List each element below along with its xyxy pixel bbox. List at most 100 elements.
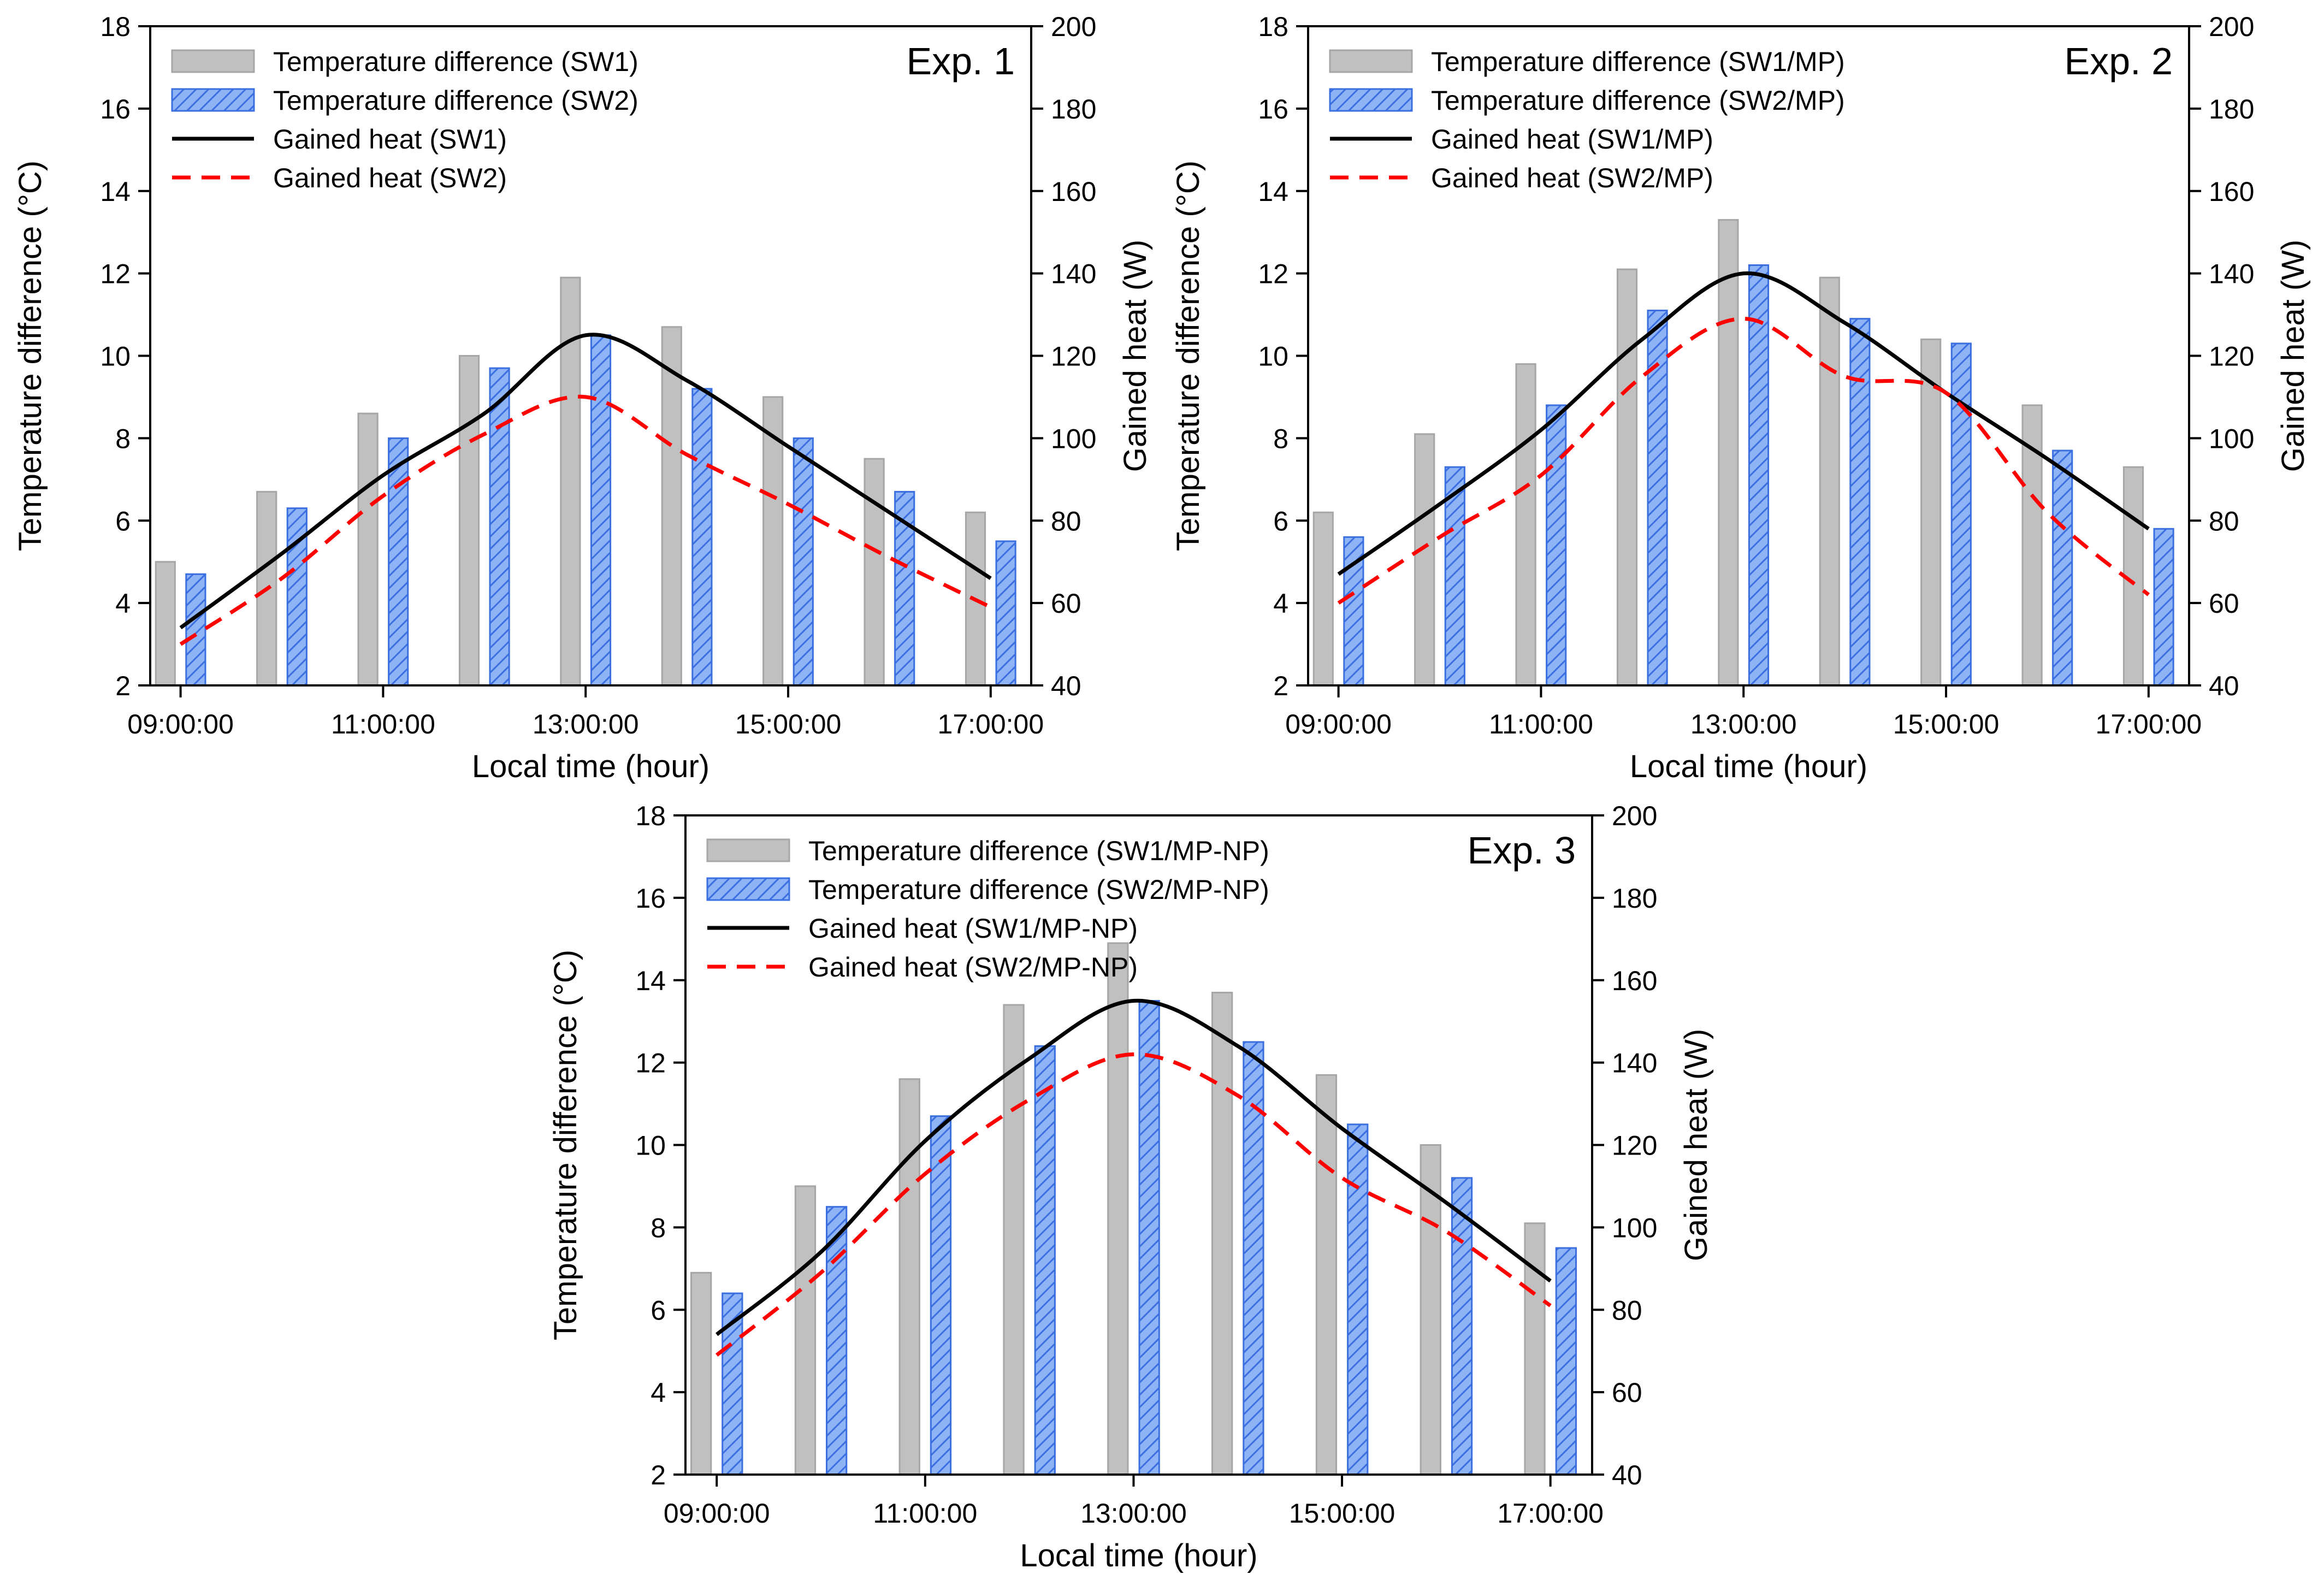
- bar-gray-exp2-4: [1718, 219, 1739, 686]
- x-tick-label: 17:00:00: [938, 709, 1044, 739]
- y2-tick-label: 100: [1051, 423, 1096, 454]
- bar-blue-exp3-1: [826, 1206, 848, 1476]
- y2-tick-label: 40: [2209, 671, 2239, 701]
- legend-swatch-blue: [171, 88, 255, 112]
- y-axis-title: Temperature difference (°C): [548, 950, 583, 1340]
- bar-blue-exp1-0: [185, 573, 206, 686]
- y-tick-label: 10: [635, 1131, 666, 1161]
- chart-exp2: 2 4 6 8 10 12 14 16 18 40 60 80 100 120 140 160 180 200 09…: [1170, 11, 2311, 784]
- y2-tick-label: 160: [1612, 966, 1657, 996]
- x-tick-label: 13:00:00: [1690, 709, 1797, 739]
- y2-tick-label: 200: [1051, 11, 1096, 42]
- line-dashed-exp3: [715, 1052, 1552, 1357]
- bar-blue-exp1-8: [995, 540, 1016, 686]
- chart-exp3: 2 4 6 8 10 12 14 16 18 40 60 80 100 120 140 160 180 200 09…: [548, 801, 1714, 1573]
- experiment-label: Exp. 1: [907, 40, 1015, 82]
- y-tick-label: 8: [115, 423, 131, 454]
- y-tick-label: 8: [651, 1212, 666, 1243]
- x-tick-label: 13:00:00: [533, 709, 639, 739]
- x-tick-label: 15:00:00: [1893, 709, 2000, 739]
- chart-exp1: 2 4 6 8 10 12 14 16 18 40 60 80 100 120 140 160 180 200 09…: [13, 11, 1153, 784]
- x-tick-label: 15:00:00: [735, 709, 842, 739]
- legend-label: Gained heat (SW2/MP-NP): [808, 952, 1138, 983]
- y2-tick-label: 80: [1612, 1295, 1642, 1325]
- bar-blue-exp3-6: [1347, 1123, 1369, 1476]
- bar-gray-exp3-3: [1003, 1004, 1025, 1476]
- legend-label: Temperature difference (SW2): [273, 85, 638, 116]
- legend-swatch-blue: [1329, 88, 1413, 112]
- y-tick-label: 18: [1258, 11, 1288, 42]
- bar-gray-exp2-0: [1312, 511, 1334, 686]
- y2-tick-label: 180: [2209, 94, 2254, 125]
- legend-swatch-gray: [1329, 49, 1413, 73]
- bar-gray-exp1-3: [458, 355, 480, 686]
- bar-gray-exp3-1: [794, 1185, 817, 1476]
- y2-tick-label: 100: [2209, 423, 2254, 454]
- y-tick-label: 12: [1258, 259, 1288, 289]
- legend-label: Temperature difference (SW2/MP): [1431, 85, 1845, 116]
- x-axis-title: Local time (hour): [1630, 749, 1867, 784]
- y-tick-label: 6: [115, 506, 131, 536]
- y-axis-title: Temperature difference (°C): [1170, 161, 1206, 551]
- x-tick-label: 11:00:00: [873, 1498, 977, 1529]
- y2-tick-label: 120: [1051, 341, 1096, 372]
- line-dashed-exp2: [1337, 317, 2150, 605]
- bar-gray-exp3-8: [1524, 1222, 1546, 1476]
- bar-blue-exp2-3: [1647, 310, 1668, 686]
- y-tick-label: 16: [1258, 94, 1288, 125]
- bar-blue-exp3-2: [930, 1115, 952, 1476]
- bar-blue-exp3-5: [1243, 1041, 1264, 1476]
- y2-tick-label: 180: [1612, 883, 1657, 914]
- y2-tick-label: 60: [1612, 1377, 1642, 1408]
- legend-label: Gained heat (SW1/MP-NP): [808, 913, 1138, 944]
- bar-blue-exp1-2: [388, 437, 409, 686]
- y2-tick-label: 80: [2209, 506, 2239, 536]
- x-axis-title: Local time (hour): [472, 749, 709, 784]
- bar-gray-exp1-5: [661, 326, 682, 686]
- y2-tick-label: 100: [1612, 1212, 1657, 1243]
- bar-blue-exp2-7: [2052, 449, 2073, 686]
- bar-gray-exp2-2: [1515, 363, 1536, 686]
- bar-blue-exp2-2: [1546, 404, 1567, 686]
- legend-swatch-blue: [706, 877, 790, 901]
- bar-gray-exp3-6: [1315, 1074, 1338, 1476]
- y2-axis-title: Gained heat (W): [1678, 1029, 1714, 1262]
- x-tick-label: 09:00:00: [127, 709, 234, 739]
- line-dashed-exp1: [179, 394, 992, 646]
- bar-blue-exp3-8: [1555, 1247, 1577, 1476]
- y2-tick-label: 60: [2209, 588, 2239, 619]
- bar-gray-exp3-5: [1211, 991, 1233, 1476]
- bar-gray-exp3-2: [898, 1078, 920, 1476]
- y2-tick-label: 140: [2209, 259, 2254, 289]
- bar-blue-exp1-4: [590, 334, 612, 686]
- legend-label: Temperature difference (SW1/MP-NP): [808, 836, 1269, 866]
- y-tick-label: 18: [100, 11, 131, 42]
- x-tick-label: 15:00:00: [1289, 1498, 1395, 1529]
- y2-tick-label: 120: [1612, 1131, 1657, 1161]
- bar-gray-exp2-6: [1920, 338, 1942, 686]
- y2-tick-label: 80: [1051, 506, 1081, 536]
- x-tick-label: 11:00:00: [1489, 709, 1593, 739]
- y-tick-label: 4: [1273, 588, 1288, 619]
- y2-tick-label: 160: [2209, 176, 2254, 207]
- y-tick-label: 14: [100, 176, 131, 207]
- line-solid-exp1: [179, 333, 992, 630]
- bar-gray-exp1-7: [864, 458, 885, 686]
- bar-gray-exp1-0: [155, 561, 176, 686]
- y-tick-label: 6: [1273, 506, 1288, 536]
- y2-tick-label: 200: [2209, 11, 2254, 42]
- experiment-label: Exp. 3: [1468, 829, 1576, 872]
- y-tick-label: 14: [1258, 176, 1288, 207]
- y2-tick-label: 160: [1051, 176, 1096, 207]
- y-tick-label: 18: [635, 801, 666, 831]
- legend-label: Gained heat (SW2): [273, 163, 507, 193]
- bar-blue-exp3-7: [1451, 1177, 1473, 1476]
- y-tick-label: 14: [635, 966, 666, 996]
- legend-label: Gained heat (SW1): [273, 124, 507, 155]
- bar-gray-exp2-1: [1414, 433, 1435, 686]
- y2-axis-title: Gained heat (W): [1117, 240, 1153, 472]
- y-tick-label: 16: [635, 883, 666, 914]
- legend-swatch-gray: [171, 49, 255, 73]
- x-tick-label: 09:00:00: [1285, 709, 1392, 739]
